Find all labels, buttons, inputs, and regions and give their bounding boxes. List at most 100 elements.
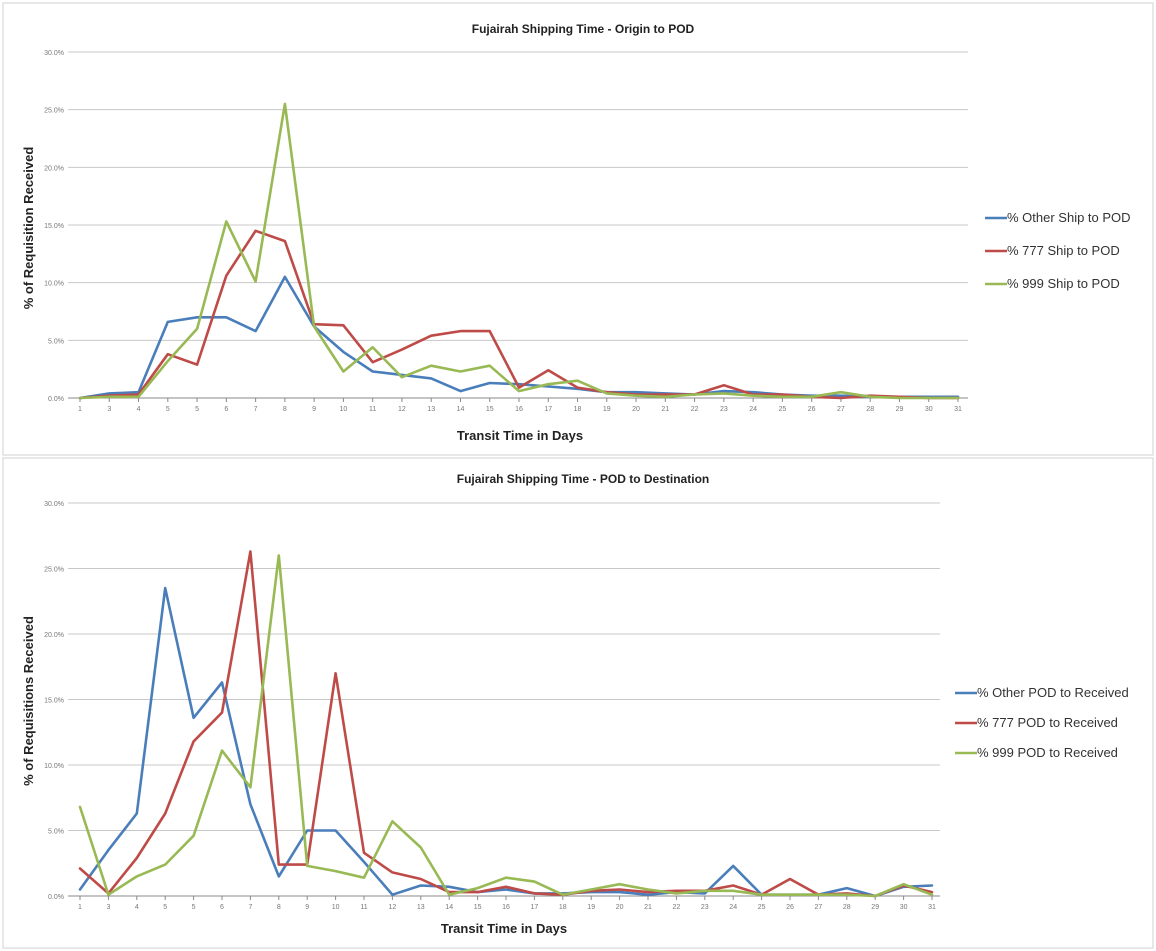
top-x-tick-label: 29 [896, 406, 904, 413]
bottom-x-tick-label: 22 [673, 904, 681, 911]
bottom-x-tick-label: 9 [305, 904, 309, 911]
top-y-tick-label: 25.0% [44, 108, 64, 115]
bottom-y-tick-label: 0.0% [48, 894, 64, 901]
top-legend-label-2: % 777 Ship to POD [1007, 243, 1120, 258]
top-x-tick-label: 28 [866, 406, 874, 413]
top-chart-y-ticks: 0.0% 5.0% 10.0% 15.0% 20.0% 25.0% 30.0% [44, 50, 64, 403]
top-x-tick-label: 21 [661, 406, 669, 413]
bottom-legend-label-2: % 777 POD to Received [977, 715, 1118, 730]
bottom-x-tick-label: 20 [616, 904, 624, 911]
bottom-series-line-2 [78, 550, 934, 898]
bottom-chart-x-axis-label: Transit Time in Days [441, 921, 567, 936]
bottom-x-tick-label: 1 [78, 904, 82, 911]
top-y-tick-label: 30.0% [44, 50, 64, 57]
bottom-x-tick-label: 8 [277, 904, 281, 911]
top-x-tick-label: 24 [749, 406, 757, 413]
bottom-y-tick-label: 10.0% [44, 763, 64, 770]
bottom-x-tick-label: 5 [192, 904, 196, 911]
top-x-tick-label: 8 [283, 406, 287, 413]
bottom-x-tick-label: 30 [900, 904, 908, 911]
top-x-tick-label: 1 [78, 406, 82, 413]
top-chart-legend: % Other Ship to POD % 777 Ship to POD % 99… [985, 210, 1131, 291]
bottom-x-tick-label: 13 [417, 904, 425, 911]
bottom-x-tick-label: 7 [248, 904, 252, 911]
bottom-x-tick-label: 3 [106, 904, 110, 911]
top-x-tick-label: 9 [312, 406, 316, 413]
top-chart-gridlines [68, 51, 968, 399]
bottom-y-tick-label: 5.0% [48, 829, 64, 836]
bottom-chart-y-axis-label: % of Requisitions Received [21, 616, 36, 786]
bottom-x-tick-label: 15 [474, 904, 482, 911]
top-x-tick-label: 23 [720, 406, 728, 413]
top-x-tick-label: 16 [515, 406, 523, 413]
top-y-tick-label: 15.0% [44, 223, 64, 230]
bottom-x-tick-label: 18 [559, 904, 567, 911]
bottom-x-tick-label: 31 [928, 904, 936, 911]
top-chart-series-lines [78, 102, 960, 400]
top-x-tick-label: 11 [369, 406, 376, 413]
bottom-y-tick-label: 15.0% [44, 698, 64, 705]
bottom-y-tick-label: 25.0% [44, 567, 64, 574]
bottom-chart-panel [2, 457, 1154, 949]
bottom-legend-label-3: % 999 POD to Received [977, 745, 1118, 760]
bottom-chart-series-lines [78, 550, 934, 898]
bottom-x-tick-label: 10 [332, 904, 340, 911]
bottom-x-tick-label: 28 [843, 904, 851, 911]
bottom-x-tick-label: 26 [786, 904, 794, 911]
bottom-x-tick-label: 17 [531, 904, 539, 911]
top-x-tick-label: 30 [925, 406, 933, 413]
top-x-tick-label: 25 [779, 406, 787, 413]
bottom-x-tick-label: 14 [445, 904, 453, 911]
top-x-tick-label: 6 [224, 406, 228, 413]
top-x-tick-label: 19 [603, 406, 611, 413]
bottom-x-tick-label: 19 [587, 904, 595, 911]
top-x-tick-label: 4 [137, 406, 141, 413]
top-y-tick-label: 20.0% [44, 165, 64, 172]
top-chart-y-axis-label: % of Requisition Received [21, 147, 36, 310]
bottom-x-tick-label: 27 [815, 904, 823, 911]
bottom-x-tick-label: 25 [758, 904, 766, 911]
top-x-tick-label: 10 [340, 406, 348, 413]
bottom-series-line-3 [78, 554, 934, 898]
top-x-tick-label: 7 [254, 406, 258, 413]
top-chart-x-axis-label: Transit Time in Days [457, 428, 583, 443]
bottom-chart-x-ticks: 1 3 4 5 5 6 7 8 9 10 11 12 13 14 15 16 17 18 19 20 21 22 23 24 2… [78, 896, 936, 911]
top-x-tick-label: 17 [544, 406, 552, 413]
bottom-x-tick-label: 12 [389, 904, 397, 911]
top-y-tick-label: 10.0% [44, 281, 64, 288]
top-x-tick-label: 12 [398, 406, 406, 413]
bottom-y-tick-label: 20.0% [44, 632, 64, 639]
top-series-line-3 [78, 102, 960, 400]
top-x-tick-label: 26 [808, 406, 816, 413]
bottom-x-tick-label: 23 [701, 904, 709, 911]
bottom-chart-y-ticks: 0.0% 5.0% 10.0% 15.0% 20.0% 25.0% 30.0% [44, 501, 64, 901]
top-x-tick-label: 5 [195, 406, 199, 413]
top-x-tick-label: 14 [457, 406, 465, 413]
bottom-x-tick-label: 29 [871, 904, 879, 911]
top-x-tick-label: 22 [691, 406, 699, 413]
top-chart-title: Fujairah Shipping Time - Origin to POD [472, 22, 695, 36]
top-x-tick-label: 27 [837, 406, 845, 413]
top-x-tick-label: 31 [954, 406, 962, 413]
top-legend-label-3: % 999 Ship to POD [1007, 276, 1120, 291]
bottom-x-tick-label: 6 [220, 904, 224, 911]
top-legend-label-1: % Other Ship to POD [1007, 210, 1131, 225]
bottom-y-tick-label: 30.0% [44, 501, 64, 508]
bottom-x-tick-label: 11 [360, 904, 367, 911]
bottom-x-tick-label: 21 [644, 904, 652, 911]
bottom-x-tick-label: 5 [163, 904, 167, 911]
bottom-legend-label-1: % Other POD to Received [977, 685, 1129, 700]
top-x-tick-label: 13 [427, 406, 435, 413]
top-y-tick-label: 5.0% [48, 338, 64, 345]
top-x-tick-label: 20 [632, 406, 640, 413]
bottom-x-tick-label: 4 [135, 904, 139, 911]
bottom-x-tick-label: 16 [502, 904, 510, 911]
top-chart-x-ticks: 1 3 4 5 5 6 7 8 9 10 11 12 13 14 15 16 17 18 19 20 21 22 23 24 2… [78, 398, 962, 413]
top-x-tick-label: 3 [107, 406, 111, 413]
top-x-tick-label: 18 [574, 406, 582, 413]
top-x-tick-label: 5 [166, 406, 170, 413]
top-x-tick-label: 15 [486, 406, 494, 413]
bottom-chart-title: Fujairah Shipping Time - POD to Destinat… [457, 472, 709, 486]
top-y-tick-label: 0.0% [48, 396, 64, 403]
